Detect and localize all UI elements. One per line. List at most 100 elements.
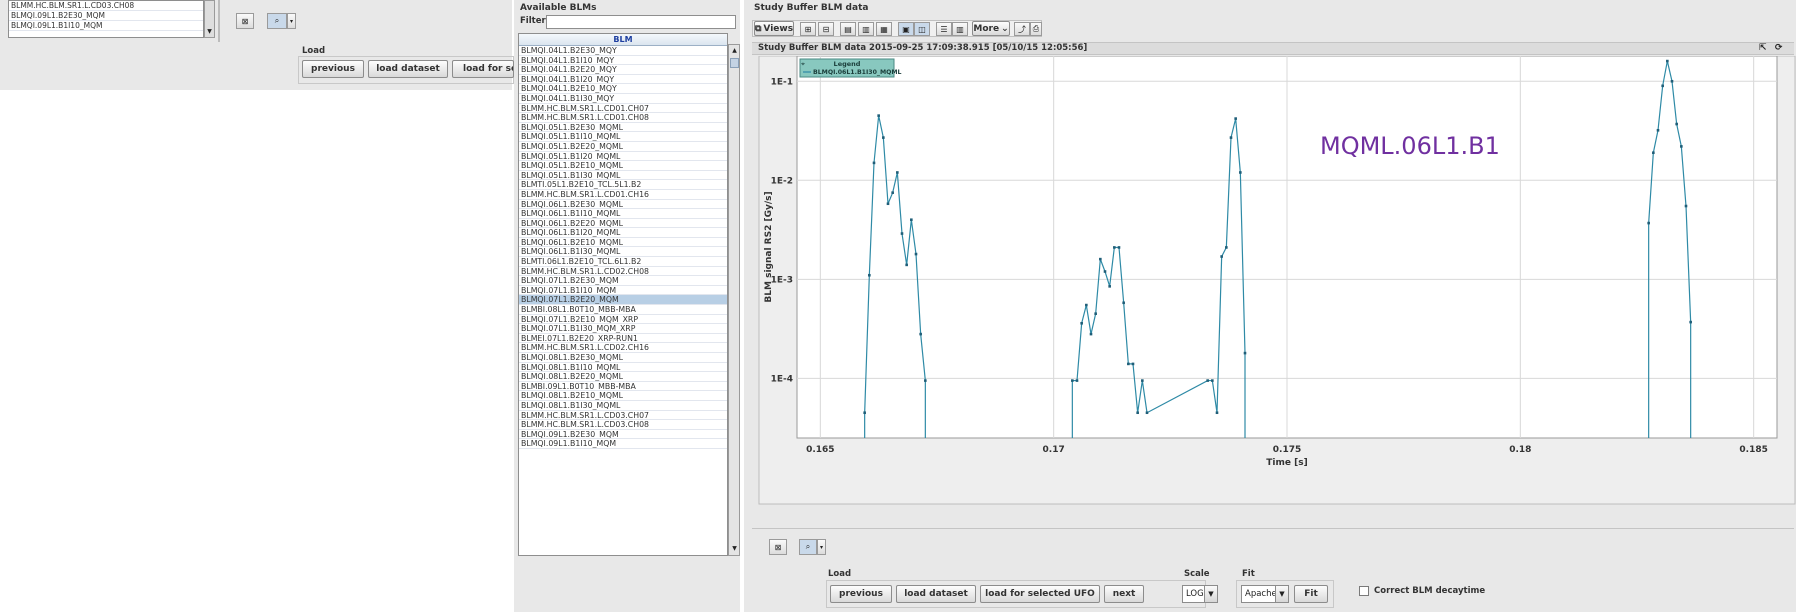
blm-list-item[interactable]: BLMBI.08L1.B0T10_MBB-MBA: [519, 305, 727, 315]
blm-list-item[interactable]: BLMTI.05L1.B2E10_TCL.5L1.B2: [519, 180, 727, 190]
filter-input[interactable]: [546, 15, 736, 29]
blm-list-item[interactable]: BLMQI.07L1.B1I30_MQM_XRP: [519, 324, 727, 334]
blm-list-item[interactable]: BLMQI.08L1.B1I10_MQML: [519, 363, 727, 373]
views-label: Views: [763, 23, 794, 34]
data-point: [1127, 362, 1130, 366]
grid-view-icon[interactable]: ⊟: [818, 22, 834, 36]
blm-list-item[interactable]: BLMQI.05L1.B2E30_MQML: [519, 123, 727, 133]
blm-list-item[interactable]: BLMQI.05L1.B2E20_MQML: [519, 142, 727, 152]
blm-list-item[interactable]: BLMQI.04L1.B2E10_MQY: [519, 84, 727, 94]
next-button[interactable]: next: [1104, 585, 1144, 603]
left-load-dataset-button[interactable]: load dataset: [368, 60, 448, 78]
layout-one-icon[interactable]: ▤: [840, 22, 856, 36]
blm-list-item[interactable]: BLMEI.07L1.B2E20_XRP-RUN1: [519, 334, 727, 344]
blm-list[interactable]: BLM BLMQI.04L1.B2E30_MQY BLMQI.04L1.B1I10…: [518, 33, 728, 556]
views-button[interactable]: ⧉ Views: [754, 21, 794, 36]
blm-list-item[interactable]: BLMQI.07L1.B2E20_MQM: [519, 295, 727, 306]
series-line: [864, 115, 926, 413]
scale-dropdown-icon[interactable]: ▼: [1204, 586, 1217, 602]
export-icon[interactable]: ⤴: [1014, 22, 1030, 36]
blm-list-item[interactable]: BLMM.HC.BLM.SR1.L.CD02.CH16: [519, 343, 727, 353]
layout-two-icon[interactable]: ▥: [858, 22, 874, 36]
blm-list-item[interactable]: BLMM.HC.BLM.SR1.L.CD01.CH07: [519, 104, 727, 114]
load-dataset-button[interactable]: load dataset: [896, 585, 976, 603]
blm-list-item[interactable]: BLMQI.06L1.B1I10_MQML: [519, 209, 727, 219]
blm-list-item[interactable]: BLMM.HC.BLM.SR1.L.CD03.CH07: [519, 411, 727, 421]
data-point: [1103, 270, 1107, 273]
blm-list-item[interactable]: BLMM.HC.BLM.SR1.L.CD01.CH16: [519, 190, 727, 200]
blm-list-item[interactable]: BLMQI.08L1.B2E20_MQML: [519, 372, 727, 382]
chart-props-icon[interactable]: ◫: [914, 22, 930, 36]
blm-list-item[interactable]: BLMQI.06L1.B1I30_MQML: [519, 247, 727, 258]
table-view-icon[interactable]: ⊞: [800, 22, 816, 36]
blm-list-item[interactable]: BLMQI.08L1.B1I30_MQML: [519, 401, 727, 411]
blm-list-item[interactable]: BLMQI.05L1.B1I10_MQML: [519, 132, 727, 142]
scroll-down-arrow-icon[interactable]: ▼: [732, 545, 737, 552]
legend-box[interactable]: [799, 58, 895, 78]
scroll-down-arrow-icon[interactable]: ▼: [207, 28, 212, 35]
previous-button[interactable]: previous: [830, 585, 892, 603]
blm-list-item[interactable]: BLMQI.04L1.B1I20_MQY: [519, 75, 727, 85]
blm-list-item[interactable]: BLMQI.07L1.B2E10_MQM_XRP: [519, 315, 727, 325]
blm-list-item[interactable]: BLMQI.08L1.B2E10_MQML: [519, 391, 727, 401]
zoom-tool-icon[interactable]: ⌕: [267, 13, 287, 29]
blm-list-item[interactable]: BLMTI.06L1.B2E10_TCL.6L1.B2: [519, 257, 727, 267]
blm-list-item[interactable]: BLMQI.09L1.B1I10_MQM: [519, 439, 727, 449]
blm-list-item[interactable]: BLMQI.06L1.B1I20_MQML: [519, 228, 727, 238]
blm-list-item[interactable]: BLMQI.04L1.B1I10_MQY: [519, 56, 727, 66]
blm-list-item[interactable]: BLMQI.04L1.B2E30_MQY: [519, 46, 727, 56]
blm-list-item[interactable]: BLMM.HC.BLM.SR1.L.CD01.CH08: [519, 113, 727, 123]
scroll-up-arrow-icon[interactable]: ▲: [732, 47, 737, 54]
blm-list-item[interactable]: BLMQI.07L1.B1I10_MQM: [519, 286, 727, 296]
blm-list-item[interactable]: BLMQI.09L1.B2E30_MQM: [519, 430, 727, 440]
blm-list-item[interactable]: BLMBI.09L1.B0T10_MBB-MBA: [519, 382, 727, 392]
blm-list-item[interactable]: BLMM.HC.BLM.SR1.L.CD03.CH08: [519, 420, 727, 430]
columns-icon[interactable]: ▥: [952, 22, 968, 36]
chart-refresh-icon[interactable]: ⟳: [1775, 43, 1783, 53]
blm-list-item[interactable]: BLMQI.06L1.B2E30_MQML: [519, 200, 727, 210]
blm-list-item[interactable]: BLMQI.04L1.B1I30_MQY: [519, 94, 727, 104]
blm-list-item[interactable]: BLMQI.07L1.B2E30_MQM: [519, 276, 727, 286]
blm-list-item[interactable]: BLMQI.06L1.B2E10_MQML: [519, 238, 727, 248]
fit-method-select[interactable]: Apache ▼: [1241, 585, 1289, 603]
zoom-dropdown-icon[interactable]: ▾: [817, 539, 826, 555]
zoom-fit-icon[interactable]: ⊠: [236, 13, 254, 29]
left-list-scrollbar[interactable]: ▼: [204, 0, 215, 38]
blm-list-item[interactable]: BLMQI.08L1.B2E30_MQML: [519, 353, 727, 363]
scale-select[interactable]: LOG ▼: [1182, 585, 1218, 603]
data-point: [1094, 312, 1097, 315]
blm-list-item[interactable]: BLMQI.04L1.B2E20_MQY: [519, 65, 727, 75]
print-icon[interactable]: ⎙: [1030, 22, 1042, 36]
left-load-for-selected-button[interactable]: load for sel: [452, 60, 514, 78]
data-point: [1211, 379, 1214, 382]
zoom-tool-icon[interactable]: ⌕: [799, 539, 817, 555]
blm-column-header[interactable]: BLM: [519, 34, 727, 46]
blm-list-item[interactable]: BLMQI.05L1.B1I20_MQML: [519, 152, 727, 162]
scroll-thumb[interactable]: [730, 58, 739, 68]
blm-list-item[interactable]: BLMQI.06L1.B2E20_MQML: [519, 219, 727, 229]
chart-detach-icon[interactable]: ⇱: [1759, 43, 1767, 53]
zoom-fit-icon[interactable]: ⊠: [769, 539, 787, 555]
fit-button[interactable]: Fit: [1294, 585, 1328, 603]
correct-decaytime-label: Correct BLM decaytime: [1374, 586, 1486, 596]
list-item[interactable]: BLMQI.09L1.B1I10_MQM: [9, 21, 203, 31]
blm-list-item[interactable]: BLMQI.05L1.B2E10_MQML: [519, 161, 727, 171]
blm-list-item[interactable]: BLMM.HC.BLM.SR1.L.CD02.CH08: [519, 267, 727, 277]
correct-decaytime-checkbox[interactable]: [1359, 586, 1369, 596]
chart-image-icon[interactable]: ▣: [898, 22, 914, 36]
blm-list-item[interactable]: BLMQI.05L1.B1I30_MQML: [519, 171, 727, 181]
list-item[interactable]: BLMQI.09L1.B2E30_MQM: [9, 11, 203, 21]
list-icon[interactable]: ☰: [936, 22, 952, 36]
fit-dropdown-icon[interactable]: ▼: [1275, 586, 1288, 602]
more-button[interactable]: More ⌄: [972, 21, 1010, 36]
left-blm-list[interactable]: BLMM.HC.BLM.SR1.L.CD03.CH08 BLMQI.09L1.B…: [8, 0, 204, 38]
blm-list-scrollbar[interactable]: ▲ ▼: [728, 44, 740, 556]
data-point: [1215, 411, 1219, 415]
zoom-dropdown-icon[interactable]: ▾: [287, 13, 296, 29]
available-blms-title: Available BLMs: [520, 3, 597, 13]
blm-chart[interactable]: 0.165 0.17 0.175 0.18 0.185 1E-4 1E-3 1E-2 1E-1 T…: [744, 56, 1796, 526]
list-item[interactable]: BLMM.HC.BLM.SR1.L.CD03.CH08: [9, 1, 203, 11]
left-previous-button[interactable]: previous: [302, 60, 364, 78]
load-for-selected-ufo-button[interactable]: load for selected UFO: [980, 585, 1100, 603]
layout-three-icon[interactable]: ▦: [876, 22, 892, 36]
